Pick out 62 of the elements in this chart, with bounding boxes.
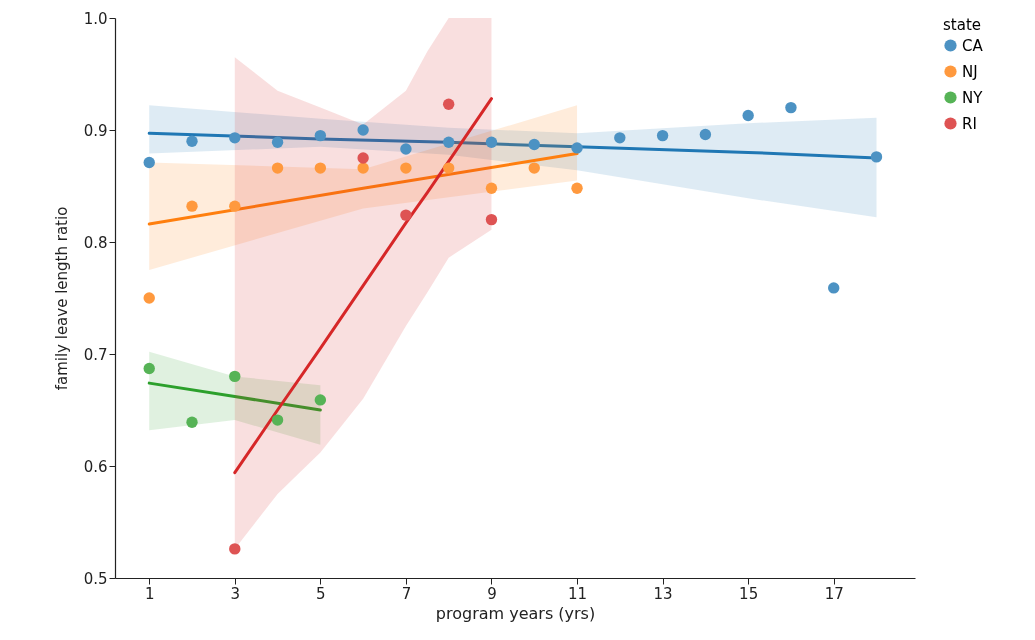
legend-label: RI <box>962 114 977 133</box>
point <box>400 162 412 174</box>
point <box>186 200 198 212</box>
legend-label: NY <box>962 88 984 107</box>
point <box>143 292 155 304</box>
line-series <box>233 97 493 475</box>
point <box>485 213 498 226</box>
y-tick-label: 0.9 <box>83 121 108 140</box>
point <box>186 135 198 147</box>
x-tick-label: 5 <box>316 584 326 603</box>
point <box>785 101 797 114</box>
point <box>271 414 284 426</box>
point <box>571 142 583 154</box>
x-tick-label: 7 <box>401 584 412 603</box>
x-tick-label: 9 <box>487 584 497 603</box>
x-tick-label: 15 <box>739 584 759 603</box>
point <box>485 182 498 194</box>
y-tick-label: 1.0 <box>83 9 108 28</box>
point <box>357 124 369 136</box>
point <box>229 543 241 555</box>
legend-label: NJ <box>962 62 978 81</box>
x-tick-label: 1 <box>144 584 155 603</box>
point <box>400 209 412 221</box>
point <box>742 109 754 122</box>
point <box>357 162 369 174</box>
y-axis-title: family leave length ratio <box>52 206 71 391</box>
point <box>357 152 369 164</box>
point <box>485 136 498 149</box>
legend-title: state <box>943 16 981 34</box>
y-tick-label: 0.7 <box>83 345 108 364</box>
y-tick-label: 0.6 <box>83 457 108 476</box>
x-tick-label: 3 <box>230 584 241 603</box>
point <box>656 129 669 142</box>
point <box>442 136 455 149</box>
point <box>528 162 540 174</box>
point <box>314 129 327 142</box>
point <box>229 132 241 144</box>
point <box>271 162 284 174</box>
point <box>400 143 412 155</box>
x-tick-label: 11 <box>567 584 588 603</box>
point <box>143 362 155 375</box>
point <box>614 132 626 144</box>
x-axis-title: program years (yrs) <box>435 603 596 623</box>
y-tick-label: 0.8 <box>83 233 108 252</box>
point <box>870 151 883 163</box>
point <box>186 416 198 429</box>
point <box>528 138 540 151</box>
point <box>314 162 327 174</box>
point <box>229 370 241 383</box>
point <box>828 282 840 294</box>
point <box>229 200 241 212</box>
y-tick-label: 0.5 <box>83 569 108 588</box>
point <box>571 182 583 194</box>
point <box>699 128 712 141</box>
x-tick-label: 17 <box>824 584 844 603</box>
point <box>143 156 155 169</box>
legend-label: CA <box>962 36 984 55</box>
point <box>442 162 455 174</box>
point <box>271 136 284 149</box>
x-tick-label: 13 <box>653 584 673 603</box>
point <box>314 394 327 406</box>
point <box>442 98 455 110</box>
